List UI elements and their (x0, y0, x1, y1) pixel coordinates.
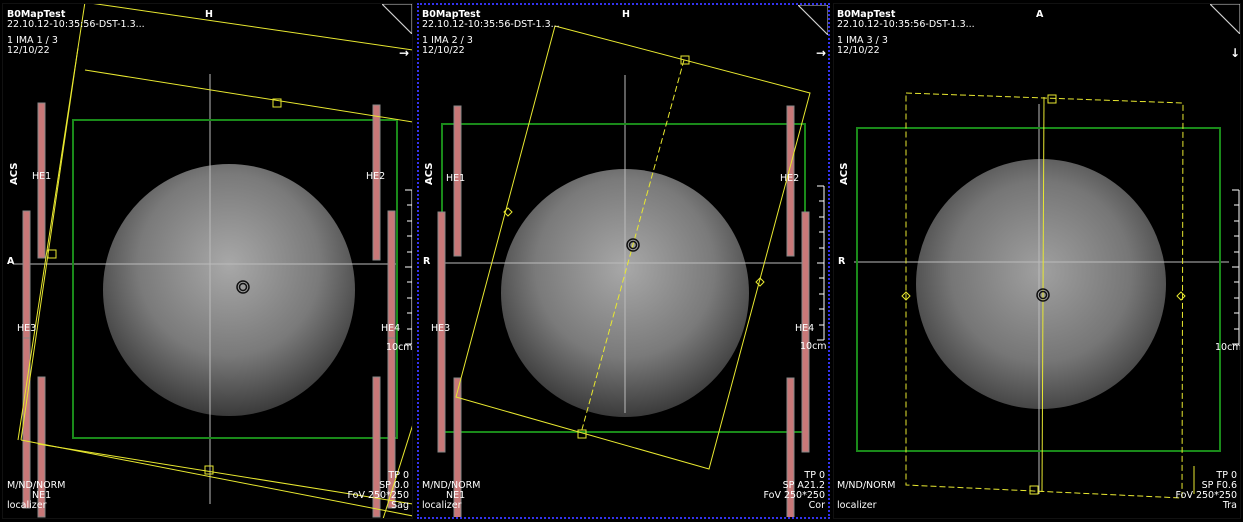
corner-fold-icon[interactable] (382, 4, 412, 34)
slab-handle (755, 277, 765, 287)
direction-arrow-icon: → (399, 46, 410, 60)
slice-position: SP F0.6 (1201, 480, 1237, 491)
phantom-sphere (103, 164, 355, 416)
fov-box (856, 127, 1221, 452)
study-info: 22.10.12-10:35:56-DST-1.3... (7, 19, 145, 30)
coronal-image[interactable] (419, 5, 828, 517)
center-marker-icon (626, 238, 640, 252)
image-date: 12/10/22 (422, 45, 465, 56)
patient-name: B0MapTest (422, 9, 481, 20)
study-info: 22.10.12-10:35:56-DST-1.3... (422, 19, 560, 30)
sagittal-image[interactable] (3, 4, 413, 519)
slab-handle (1176, 291, 1186, 301)
coil-label-he1: HE1 (32, 171, 52, 182)
corner-fold-icon[interactable] (1210, 4, 1240, 34)
coil-label-he1: HE1 (446, 173, 466, 184)
orientation-side: ACS (9, 162, 20, 185)
slab-handle (1047, 94, 1057, 104)
slab-handle (503, 207, 513, 217)
slab-outline (905, 92, 1184, 499)
reconstruction-info: M/ND/NORM (837, 480, 896, 491)
slab-handle (901, 291, 911, 301)
image-number: 1 IMA 1 / 3 (7, 35, 58, 46)
slab-center-line (1041, 96, 1045, 493)
time-point: TP 0 (1216, 470, 1237, 481)
sequence-name: localizer (422, 500, 462, 511)
slab-handle (47, 249, 57, 259)
slab-handle (204, 465, 214, 475)
direction-arrow-icon: → (816, 46, 827, 60)
reconstruction-info: M/ND/NORM (7, 480, 66, 491)
orientation-left: R (838, 256, 846, 267)
time-point: TP 0 (388, 470, 409, 481)
image-date: 12/10/22 (7, 45, 50, 56)
slab-handle (680, 55, 690, 65)
scale-bar (817, 185, 825, 341)
corner-fold-icon[interactable] (798, 5, 828, 35)
plane-label: Sag (391, 500, 409, 511)
slab-handle (1029, 485, 1039, 495)
slice-position: SP A21.2 (782, 480, 825, 491)
field-of-view: FoV 250*250 (1175, 490, 1237, 501)
image-number: 1 IMA 2 / 3 (422, 35, 473, 46)
coil-label-he4: HE4 (795, 323, 815, 334)
center-marker-icon (1036, 288, 1050, 302)
sequence-name: localizer (7, 500, 47, 511)
field-of-view: FoV 250*250 (763, 490, 825, 501)
slab-handle (577, 429, 587, 439)
direction-arrow-icon: ↓ (1230, 46, 1241, 60)
slab-outline (455, 25, 811, 470)
patient-name: B0MapTest (837, 9, 896, 20)
coil-label-ne1: NE1 (446, 490, 466, 501)
phantom-sphere (916, 159, 1166, 409)
image-number: 1 IMA 3 / 3 (837, 35, 888, 46)
orientation-left: R (423, 256, 431, 267)
image-date: 12/10/22 (837, 45, 880, 56)
slab-handle (272, 98, 282, 108)
coil-label-he4: HE4 (381, 323, 401, 334)
center-marker-icon (236, 280, 250, 294)
sequence-name: localizer (837, 500, 877, 511)
scale-bar (1232, 189, 1240, 345)
transverse-image[interactable] (834, 4, 1241, 519)
viewport-coronal[interactable]: B0MapTest 22.10.12-10:35:56-DST-1.3... 1… (417, 3, 830, 519)
coil-label-ne1: NE1 (32, 490, 52, 501)
scale-label: 10cm (1215, 342, 1241, 353)
scale-label: 10cm (386, 342, 413, 353)
orientation-side: ACS (424, 162, 435, 185)
coil-label-he3: HE3 (17, 323, 37, 334)
slab-outline (17, 4, 412, 518)
viewport-sagittal[interactable]: B0MapTest 22.10.12-10:35:56-DST-1.3... 1… (2, 3, 413, 519)
field-of-view: FoV 250*250 (347, 490, 409, 501)
coil-label-he2: HE2 (780, 173, 800, 184)
orientation-top: A (1036, 9, 1044, 20)
orientation-side: ACS (839, 162, 850, 185)
scale-label: 10cm (800, 341, 827, 352)
coil-elements (22, 102, 396, 518)
coil-label-he3: HE3 (431, 323, 451, 334)
fov-box (72, 119, 398, 439)
study-info: 22.10.12-10:35:56-DST-1.3... (837, 19, 975, 30)
reconstruction-info: M/ND/NORM (422, 480, 481, 491)
orientation-left: A (7, 256, 15, 267)
coil-label-he2: HE2 (366, 171, 386, 182)
orientation-top: H (205, 9, 213, 20)
patient-name: B0MapTest (7, 9, 66, 20)
scale-bar (405, 189, 412, 345)
plane-label: Cor (808, 500, 825, 511)
time-point: TP 0 (804, 470, 825, 481)
plane-label: Tra (1222, 500, 1237, 511)
orientation-top: H (622, 9, 630, 20)
slice-position: SP 0.0 (379, 480, 409, 491)
coil-elements (437, 105, 810, 517)
viewport-transverse[interactable]: B0MapTest 22.10.12-10:35:56-DST-1.3... 1… (833, 3, 1241, 519)
